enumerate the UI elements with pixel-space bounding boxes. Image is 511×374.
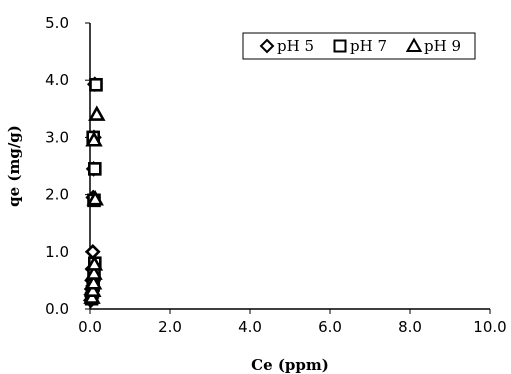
legend-marker (405, 37, 423, 52)
legend: pH 5 pH 7 pH 9 (242, 32, 476, 60)
legend-box (242, 32, 476, 60)
y-tick-label: 4.0 (45, 71, 69, 89)
legend-marker (333, 39, 347, 53)
tick-labels: 0.0 2.0 4.0 6.0 8.0 10.0 0.0 1.0 2.0 3.0 4.0 5.0 (45, 14, 507, 336)
data-point (85, 131, 103, 147)
x-tick-label: 2.0 (158, 318, 182, 336)
y-axis-label: qe (mg/g) (5, 125, 23, 207)
data-point (85, 255, 104, 271)
legend-label: pH 5 (277, 37, 314, 55)
series-triangle (83, 105, 106, 304)
x-axis-label: Ce (ppm) (251, 356, 329, 374)
data-point (84, 243, 101, 260)
legend-label: pH 7 (350, 37, 387, 55)
legend-entry: pH 7 (333, 37, 387, 55)
data-points (82, 76, 106, 309)
data-point (84, 274, 103, 290)
data-point (84, 281, 102, 297)
data-point (88, 162, 102, 176)
data-point (88, 105, 106, 121)
data-point (85, 264, 103, 280)
legend-entry: pH 9 (405, 37, 461, 55)
data-point (86, 190, 104, 206)
x-tick-label: 8.0 (398, 318, 422, 336)
x-tick-label: 0.0 (78, 318, 102, 336)
y-tick-label: 1.0 (45, 243, 69, 261)
legend-entry: pH 5 (259, 37, 314, 55)
y-tick-label: 5.0 (45, 14, 69, 32)
legend-label: pH 9 (424, 37, 461, 55)
y-tick-label: 3.0 (45, 128, 69, 146)
x-tick-label: 4.0 (238, 318, 262, 336)
data-point (89, 77, 103, 92)
axes (89, 23, 490, 310)
x-tick-label: 6.0 (318, 318, 342, 336)
y-tick-label: 0.0 (45, 300, 69, 318)
y-tick-label: 2.0 (45, 186, 69, 204)
x-tick-label: 10.0 (473, 318, 506, 336)
legend-marker (259, 38, 275, 54)
